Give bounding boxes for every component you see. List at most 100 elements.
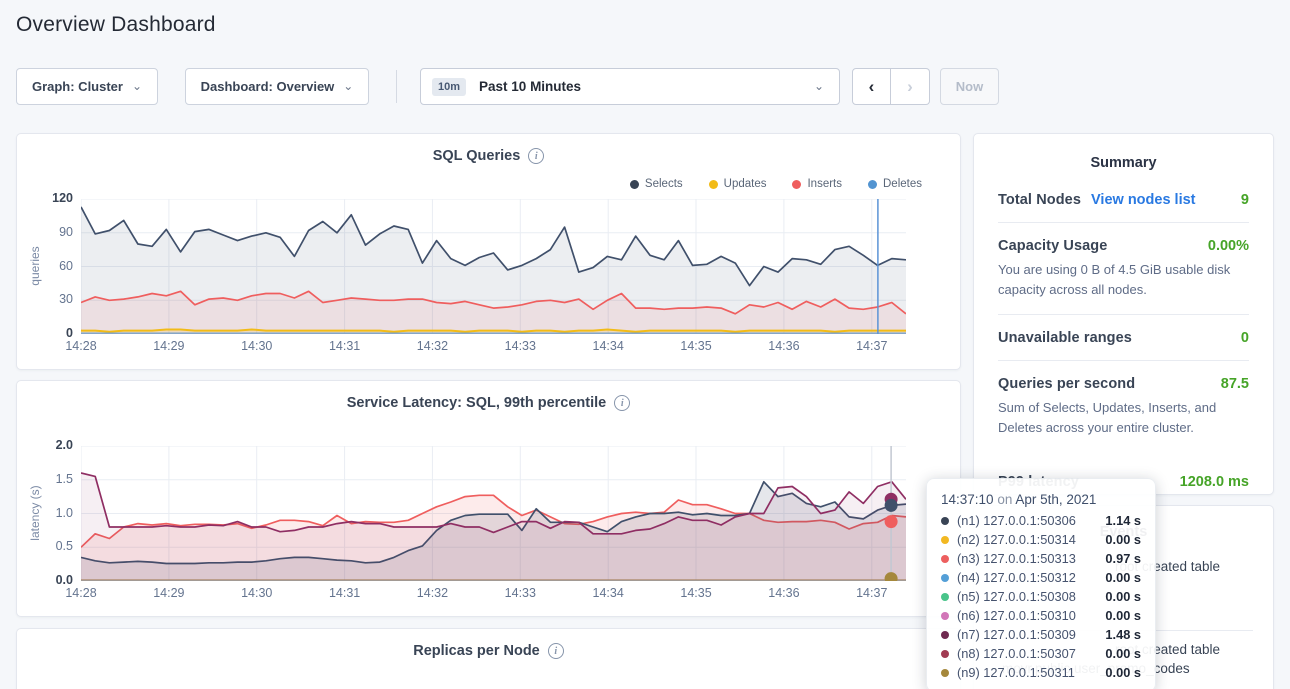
view-nodes-list-link[interactable]: View nodes list — [1091, 192, 1196, 208]
node-color-dot — [941, 592, 949, 601]
tooltip-node-address: (n8) 127.0.0.1:50307 — [957, 646, 1076, 661]
node-color-dot — [941, 554, 949, 563]
graph-dropdown-label: Graph: Cluster — [31, 79, 123, 94]
x-axis-tick: 14:34 — [592, 339, 624, 353]
tooltip-node-row: (n7) 127.0.0.1:50309 1.48 s — [941, 627, 1141, 642]
x-axis-tick: 14:32 — [416, 339, 449, 353]
x-axis-tick: 14:34 — [592, 586, 624, 600]
time-prev-button[interactable]: ‹ — [852, 68, 891, 105]
sql-queries-chart[interactable] — [81, 199, 906, 334]
graph-dropdown[interactable]: Graph: Cluster ⌄ — [16, 68, 158, 105]
service-latency-plot: latency (s) 0.0 0.5 1.0 1.5 2.0 14:28 14:29 14:… — [17, 381, 960, 616]
legend-color-dot — [868, 179, 877, 189]
tooltip-node-row: (n2) 127.0.0.1:50314 0.00 s — [941, 532, 1141, 547]
tooltip-node-address: (n5) 127.0.0.1:50308 — [957, 589, 1076, 604]
info-icon[interactable]: i — [547, 643, 564, 659]
summary-panel: Summary Total Nodes View nodes list 9 Capac… — [973, 133, 1274, 495]
chart-hover-tooltip: 14:37:10 on Apr 5th, 2021 (n1) 127.0.0.1… — [926, 478, 1156, 689]
tooltip-node-value: 0.00 s — [1105, 608, 1141, 623]
node-color-dot — [941, 516, 949, 525]
replicas-per-node-card: Replicas per Node i — [16, 628, 961, 689]
x-axis-tick: 14:31 — [328, 339, 361, 353]
now-button[interactable]: Now — [940, 68, 999, 105]
time-next-button[interactable]: › — [891, 68, 930, 105]
chevron-down-icon: ⌄ — [131, 78, 143, 93]
y-axis-tick: 2.0 — [55, 438, 73, 452]
tooltip-node-address: (n1) 127.0.0.1:50306 — [957, 513, 1076, 528]
x-axis-tick: 14:37 — [856, 586, 888, 600]
info-icon[interactable]: i — [614, 395, 631, 411]
summary-row: Queries per second 87.5 Sum of Selects, Up… — [998, 360, 1249, 452]
tooltip-node-value: 1.48 s — [1105, 627, 1141, 642]
dashboard-dropdown[interactable]: Dashboard: Overview ⌄ — [185, 68, 369, 105]
tooltip-node-address: (n3) 127.0.0.1:50313 — [957, 551, 1076, 566]
tooltip-node-address: (n9) 127.0.0.1:50311 — [957, 665, 1075, 680]
tooltip-timestamp: 14:37:10 on Apr 5th, 2021 — [941, 492, 1097, 507]
sql-queries-legend: Selects Updates Inserts Deletes — [629, 178, 922, 190]
chevron-down-icon: ⌄ — [343, 78, 354, 93]
x-axis-tick: 14:35 — [680, 339, 712, 353]
tooltip-node-row: (n6) 127.0.0.1:50310 0.00 s — [941, 608, 1141, 623]
x-axis-tick: 14:35 — [680, 586, 712, 600]
legend-color-dot — [708, 179, 718, 189]
summary-label: Unavailable ranges — [998, 330, 1132, 347]
legend-item-deletes[interactable]: Deletes — [868, 178, 922, 190]
summary-label: Total Nodes — [998, 192, 1082, 208]
info-icon[interactable]: i — [528, 148, 545, 164]
legend-item-updates[interactable]: Updates — [708, 178, 766, 190]
controls-divider — [396, 70, 397, 103]
service-latency-card: Service Latency: SQL, 99th percentile i … — [16, 380, 961, 617]
legend-item-selects[interactable]: Selects — [629, 178, 683, 190]
time-range-picker[interactable]: 10m Past 10 Minutes ⌄ — [420, 68, 840, 105]
sql-queries-card: SQL Queries i Selects Updates Inserts Delet… — [16, 133, 961, 370]
summary-title: Summary — [1090, 155, 1157, 171]
x-axis-tick: 14:28 — [65, 339, 97, 353]
service-latency-title: Service Latency: SQL, 99th percentile — [346, 395, 607, 411]
service-latency-chart[interactable] — [81, 446, 906, 581]
x-axis-tick: 14:31 — [328, 586, 361, 600]
x-axis-tick: 14:37 — [856, 339, 888, 353]
tooltip-node-address: (n7) 127.0.0.1:50309 — [957, 627, 1076, 642]
chevron-down-icon: ⌄ — [813, 78, 824, 93]
y-axis-tick: 1.0 — [55, 505, 73, 520]
y-axis-tick: 0.5 — [55, 539, 73, 554]
x-axis-tick: 14:29 — [153, 339, 185, 353]
summary-value: 87.5 — [1220, 376, 1249, 393]
summary-value: 0.00% — [1207, 238, 1249, 254]
x-axis-tick: 14:33 — [504, 586, 536, 600]
summary-value: 9 — [1240, 192, 1249, 208]
page-title: Overview Dashboard — [16, 13, 216, 36]
time-range-badge: 10m — [432, 77, 467, 96]
tooltip-node-address: (n2) 127.0.0.1:50314 — [957, 532, 1076, 547]
tooltip-node-row: (n4) 127.0.0.1:50312 0.00 s — [941, 570, 1141, 585]
tooltip-node-value: 0.00 s — [1105, 665, 1141, 680]
legend-item-inserts[interactable]: Inserts — [792, 178, 842, 190]
summary-label: Capacity Usage — [998, 238, 1108, 254]
tooltip-node-value: 0.97 s — [1105, 551, 1141, 566]
summary-label: Queries per second — [998, 376, 1136, 393]
y-axis-tick: 90 — [59, 224, 73, 239]
tooltip-node-value: 0.00 s — [1105, 589, 1141, 604]
y-axis-tick: 120 — [52, 191, 73, 205]
legend-color-dot — [629, 179, 639, 189]
node-color-dot — [941, 668, 949, 677]
x-axis-tick: 14:29 — [153, 586, 185, 600]
summary-row: Unavailable ranges 0 — [998, 314, 1249, 360]
summary-row: Total Nodes View nodes list 9 — [998, 177, 1249, 222]
tooltip-node-row: (n1) 127.0.0.1:50306 1.14 s — [941, 513, 1141, 528]
tooltip-node-value: 0.00 s — [1105, 532, 1141, 547]
replicas-per-node-title: Replicas per Node — [413, 643, 540, 659]
node-color-dot — [941, 649, 949, 658]
tooltip-node-value: 1.14 s — [1105, 513, 1141, 528]
summary-value: 1208.0 ms — [1179, 473, 1249, 490]
y-axis-tick: 30 — [59, 292, 73, 307]
summary-value: 0 — [1240, 330, 1249, 347]
summary-description: You are using 0 B of 4.5 GiB usable disk… — [998, 262, 1231, 298]
y-axis-tick: 60 — [59, 258, 73, 273]
tooltip-node-address: (n4) 127.0.0.1:50312 — [957, 570, 1076, 585]
tooltip-node-value: 0.00 s — [1105, 646, 1141, 661]
summary-description: Sum of Selects, Updates, Inserts, and De… — [998, 400, 1217, 436]
tooltip-node-value: 0.00 s — [1105, 570, 1141, 585]
y-axis-tick: 0 — [66, 326, 73, 340]
